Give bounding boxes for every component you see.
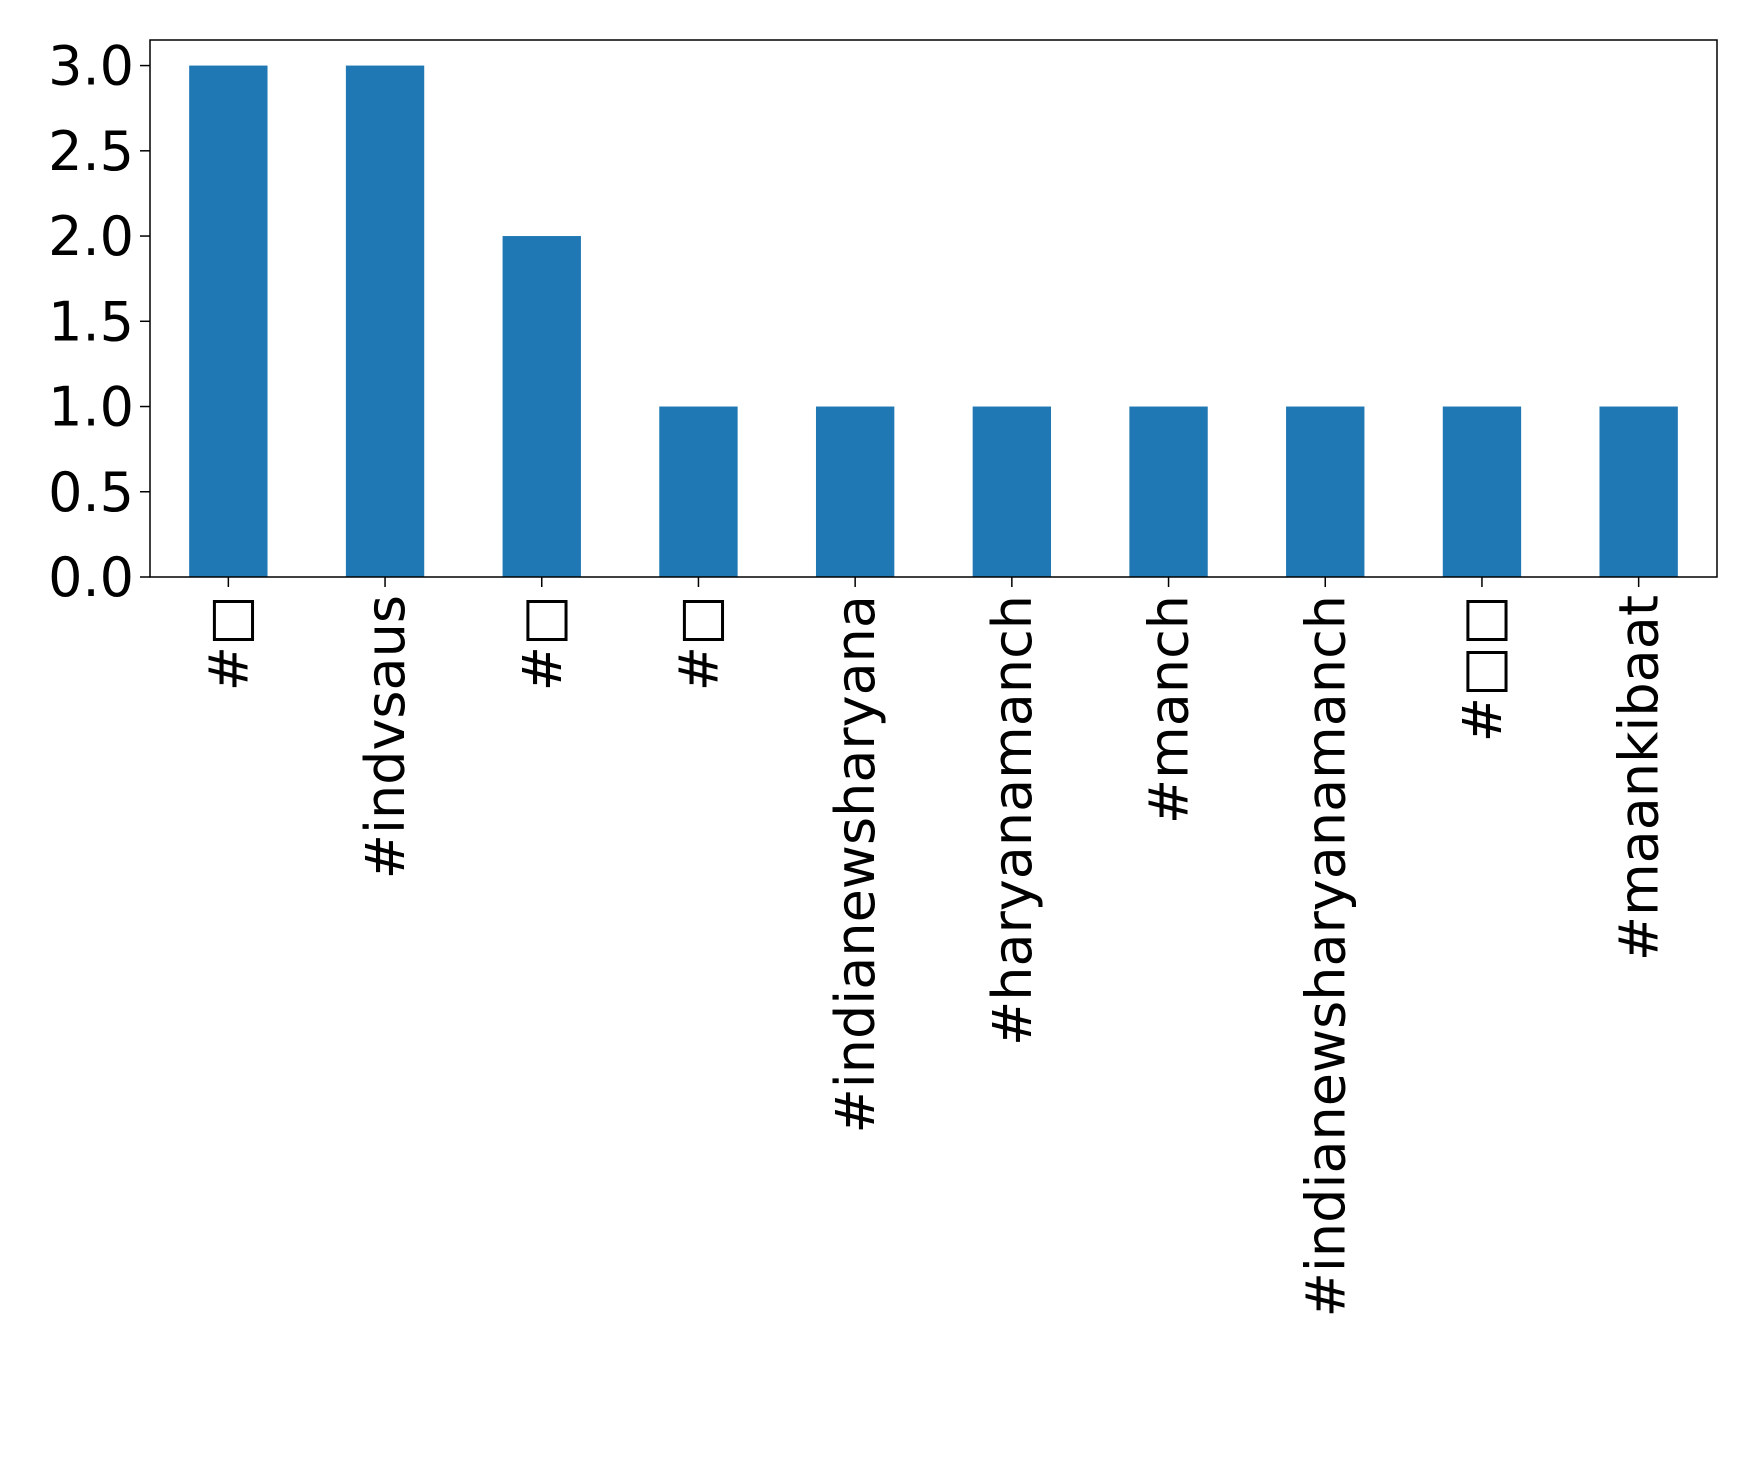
y-tick-label: 2.5 <box>48 120 134 183</box>
y-tick-label: 1.5 <box>48 290 134 353</box>
y-tick-label: 2.0 <box>48 205 134 268</box>
x-tick-label: #□ <box>197 595 260 691</box>
y-tick-label: 3.0 <box>48 35 134 98</box>
x-tick-label: #indvsaus <box>354 595 417 879</box>
x-tick-label: #maankibaat <box>1608 595 1671 961</box>
y-tick-label: 1.0 <box>48 376 134 439</box>
x-tick-label: #indianewsharyanamanch <box>1294 595 1357 1317</box>
y-tick-label: 0.5 <box>48 461 134 524</box>
x-tick-label: #□□ <box>1451 595 1514 742</box>
bar <box>659 406 738 577</box>
bar <box>1442 406 1522 577</box>
x-tick-label: #□ <box>511 595 574 691</box>
bar <box>502 236 581 578</box>
bar <box>345 65 425 578</box>
bar <box>1129 406 1208 577</box>
bar <box>972 406 1052 577</box>
y-tick-label: 0.0 <box>48 546 134 609</box>
x-tick-label: #□ <box>667 595 730 691</box>
bar <box>1286 406 1365 577</box>
bar <box>815 406 895 577</box>
x-tick-label: #haryanamanch <box>981 595 1044 1046</box>
plot-frame <box>149 39 1718 578</box>
x-tick-label: #indianewsharyana <box>824 595 887 1133</box>
bar <box>189 65 268 578</box>
x-tick-label: #manch <box>1138 595 1201 824</box>
bar <box>1599 406 1678 577</box>
